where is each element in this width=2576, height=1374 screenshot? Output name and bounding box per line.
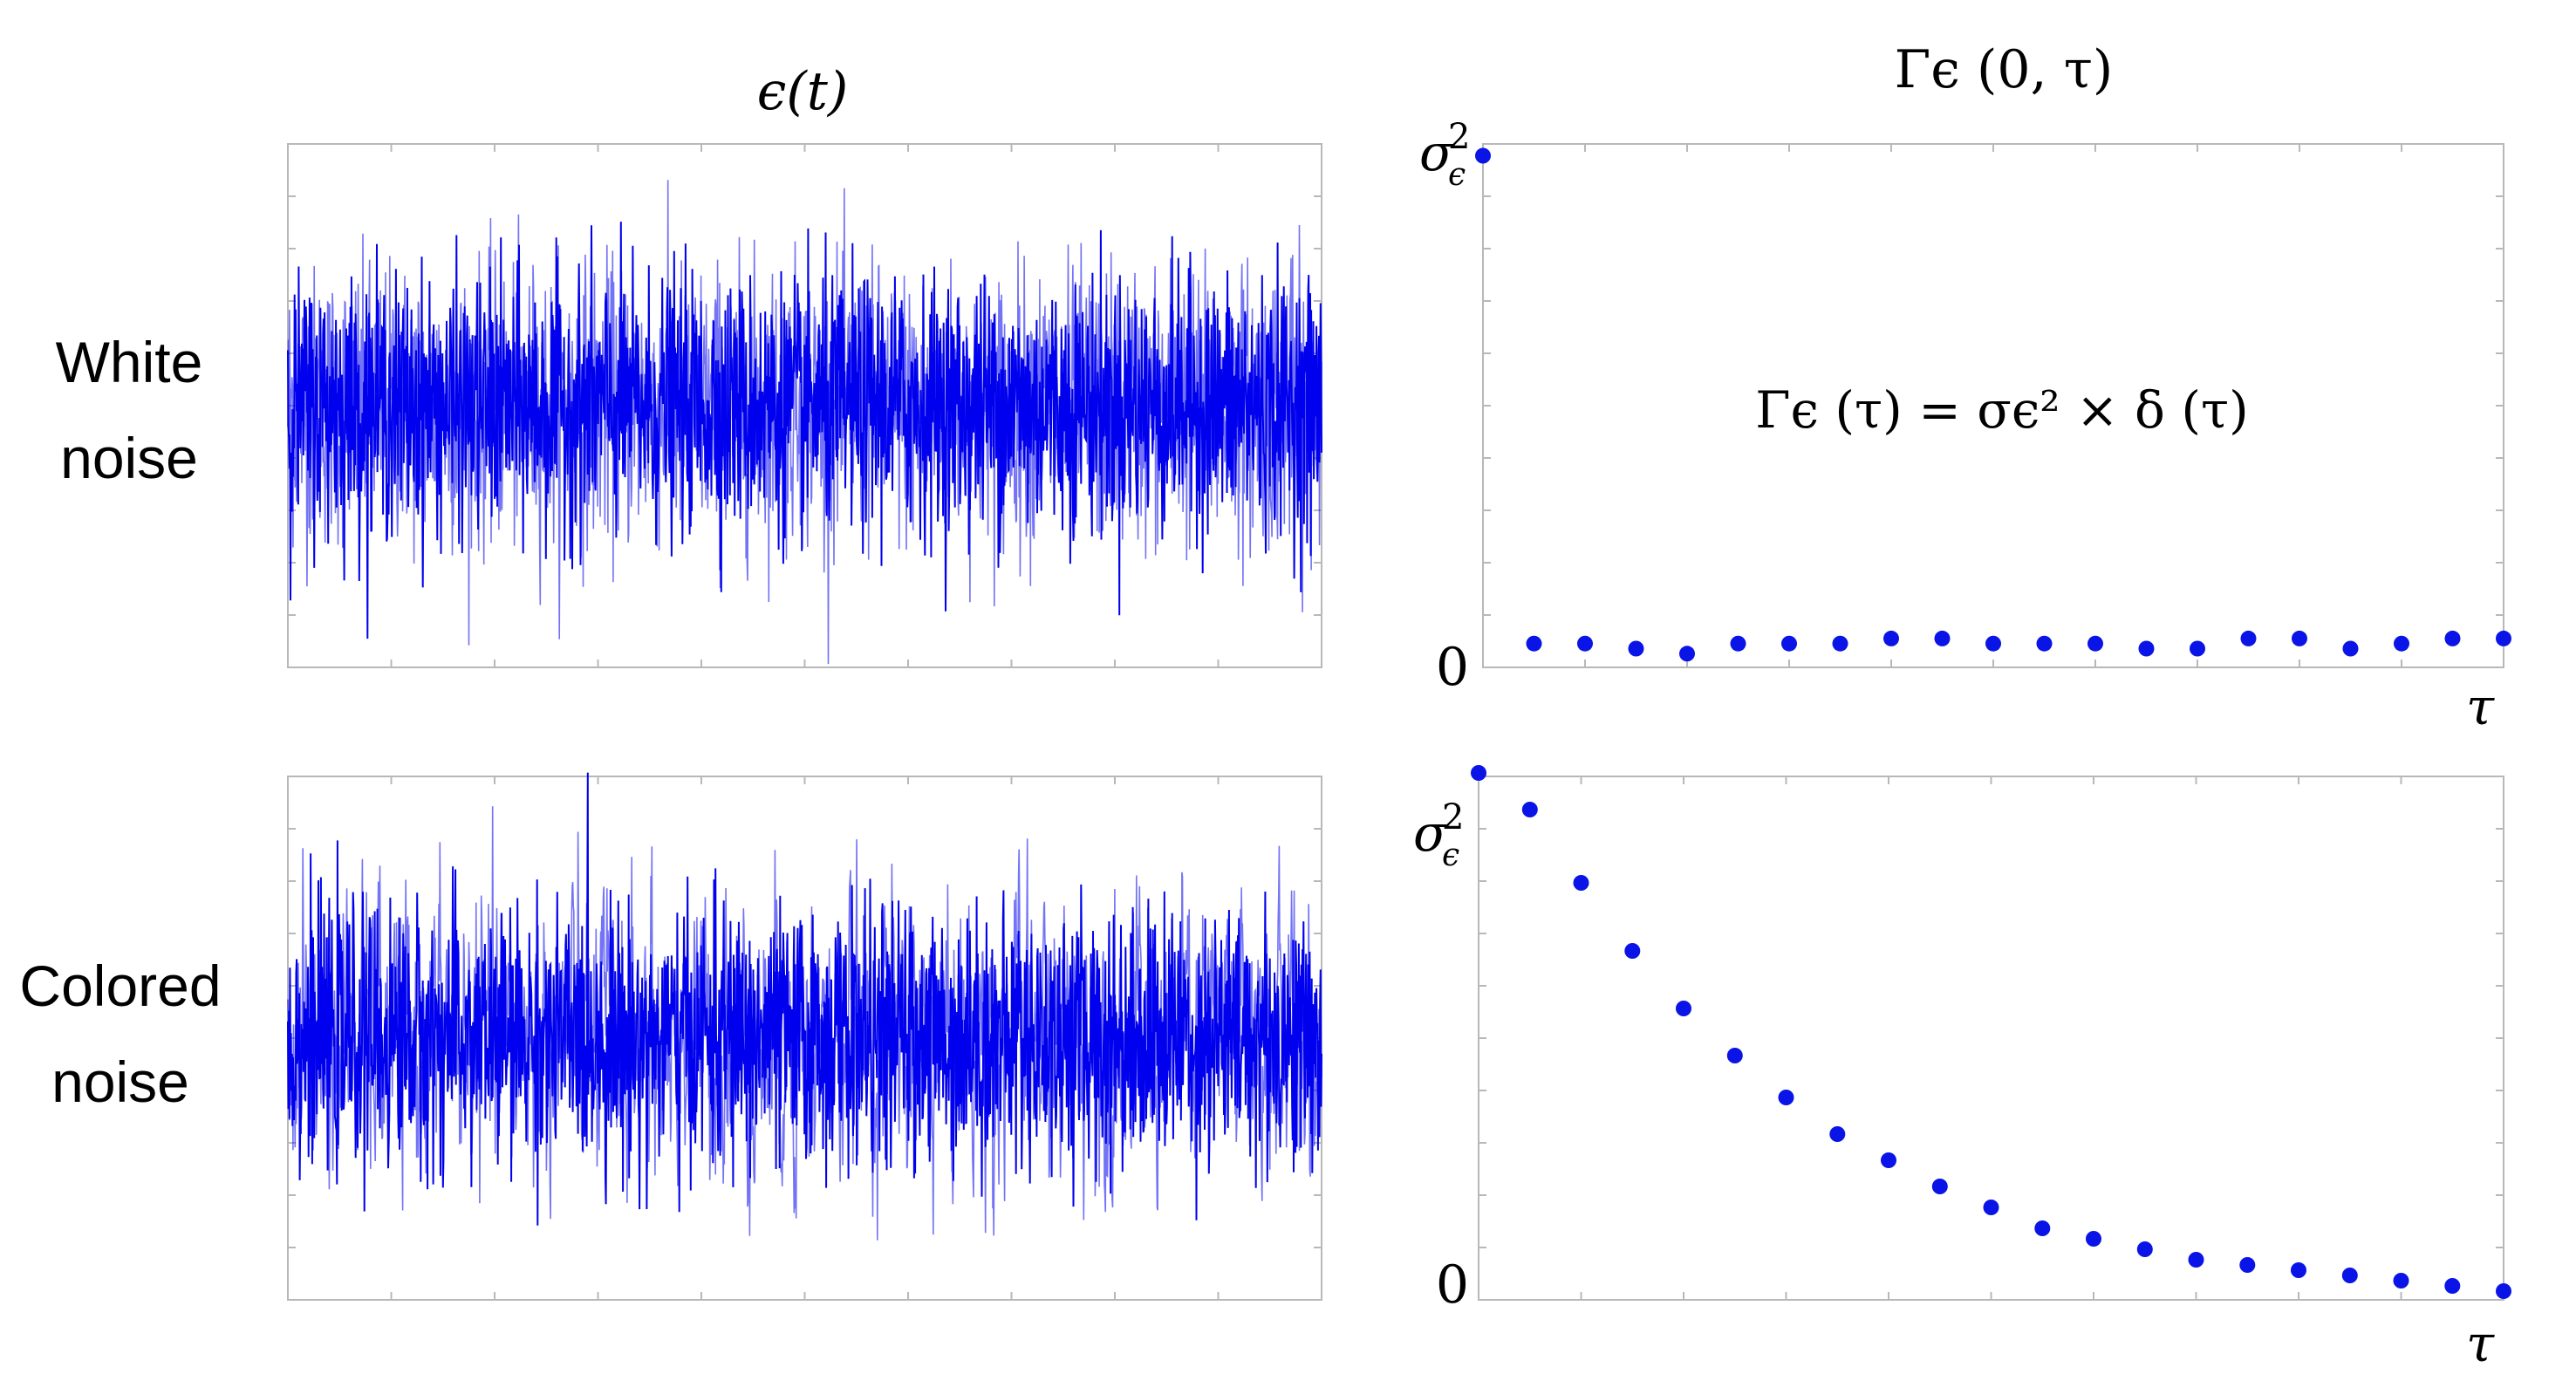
row-label-colored-line1: Colored	[19, 954, 221, 1018]
colored-acf-ticks	[1479, 776, 2504, 1300]
data-point	[2393, 1273, 2409, 1289]
data-point	[1726, 1048, 1743, 1063]
data-point	[1471, 765, 1486, 781]
data-point	[1628, 640, 1644, 657]
data-point	[1679, 646, 1695, 662]
data-point	[1624, 943, 1641, 959]
data-point	[2444, 630, 2461, 646]
data-point	[1730, 635, 1746, 652]
acf-colored-zero-label: 0	[1436, 1254, 1469, 1316]
sigma-subscript: ϵ	[1448, 157, 1466, 193]
data-point	[2291, 1262, 2306, 1278]
data-point	[2036, 635, 2053, 652]
data-point	[1475, 147, 1491, 164]
acf-white-sigma-label: σ 2 ϵ	[1419, 117, 1470, 193]
sigma-subscript: ϵ	[1442, 837, 1459, 873]
white-noise-acf-panel	[1475, 143, 2511, 668]
data-point	[2496, 630, 2511, 646]
data-point	[2394, 635, 2409, 652]
data-point	[2188, 1252, 2204, 1268]
data-point	[2444, 1278, 2461, 1294]
data-point	[1573, 875, 1589, 891]
acf-white-tau-label: τ	[2466, 677, 2495, 736]
data-point	[1931, 1179, 1948, 1194]
colored-acf-points	[1471, 765, 2511, 1299]
sigma-symbol: σ	[1419, 123, 1455, 182]
data-point	[2136, 1241, 2153, 1257]
acf-white-zero-label: 0	[1436, 637, 1469, 698]
right-column-header: Γϵ (0, τ)	[1895, 39, 2114, 100]
data-point	[2190, 640, 2205, 657]
row-label-white-line2: noise	[60, 426, 198, 490]
data-point	[2087, 635, 2103, 652]
data-point	[1526, 635, 1542, 652]
data-point	[2034, 1220, 2051, 1236]
acf-colored-tau-label: τ	[2466, 1314, 2495, 1373]
row-label-white-line1: White	[56, 330, 203, 394]
autocorrelation-formula: Γϵ (τ) = σϵ² × δ (τ)	[1755, 380, 2248, 440]
white-acf-points	[1475, 147, 2511, 662]
white-noise-signal-panel	[287, 143, 1322, 668]
data-point	[1521, 802, 1538, 817]
colored-acf-frame	[1478, 776, 2504, 1301]
data-point	[1778, 1090, 1794, 1105]
data-point	[2292, 630, 2307, 646]
colored-noise-signal-panel	[287, 772, 1322, 1301]
white-signal-series-core	[287, 222, 1322, 639]
data-point	[2342, 640, 2359, 657]
data-point	[1829, 1126, 1846, 1142]
white-acf-ticks	[1483, 144, 2504, 667]
data-point	[2086, 1231, 2101, 1247]
row-label-colored-line2: noise	[51, 1049, 189, 1114]
data-point	[1781, 635, 1797, 652]
data-point	[1985, 635, 2001, 652]
sigma-symbol: σ	[1413, 803, 1449, 863]
data-point	[2239, 1257, 2256, 1273]
data-point	[1832, 635, 1848, 652]
sigma-superscript: 2	[1442, 797, 1464, 837]
data-point	[1983, 1200, 1999, 1215]
colored-signal-series-core	[287, 772, 1322, 1226]
data-point	[1934, 630, 1951, 646]
sigma-superscript: 2	[1448, 117, 1470, 157]
data-point	[1577, 635, 1593, 652]
data-point	[1676, 1001, 1691, 1016]
data-point	[2341, 1268, 2358, 1283]
left-column-header: ϵ(t)	[757, 61, 849, 122]
data-point	[2240, 630, 2257, 646]
acf-colored-sigma-label: σ 2 ϵ	[1413, 797, 1464, 873]
data-point	[1881, 1152, 1896, 1168]
colored-noise-acf-panel	[1471, 765, 2511, 1301]
data-point	[1883, 630, 1899, 646]
data-point	[2496, 1283, 2511, 1299]
data-point	[2138, 640, 2155, 657]
